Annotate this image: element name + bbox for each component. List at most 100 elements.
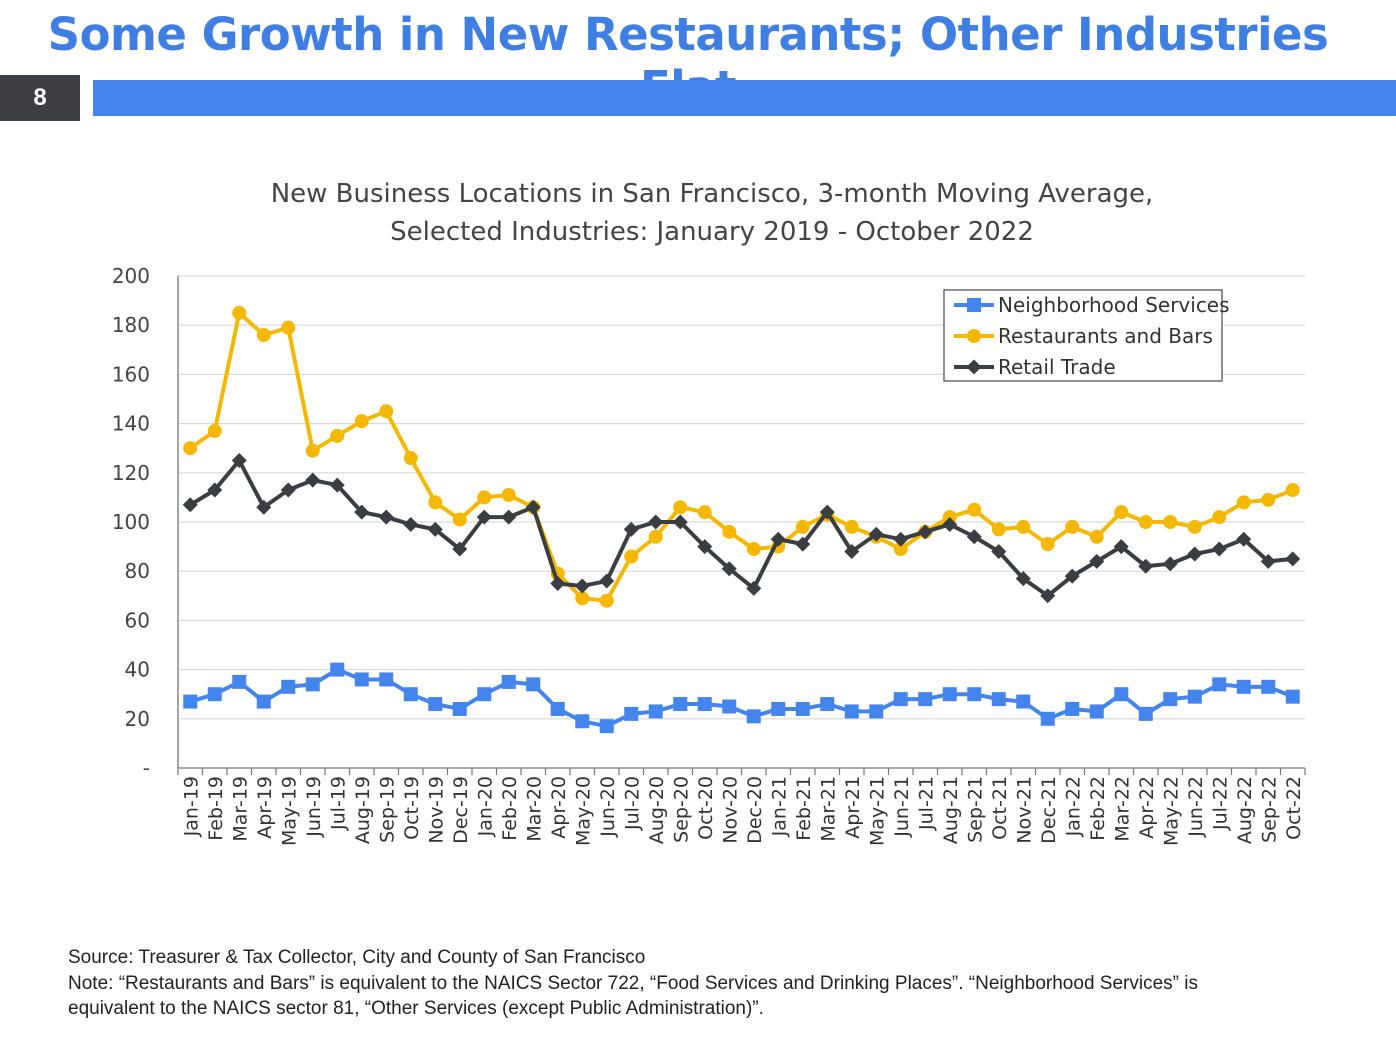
data-point bbox=[1212, 677, 1227, 692]
data-point bbox=[452, 512, 467, 527]
data-point bbox=[1040, 537, 1055, 552]
legend-label: Retail Trade bbox=[998, 355, 1116, 379]
data-point bbox=[966, 529, 982, 545]
data-point bbox=[550, 576, 566, 591]
data-point bbox=[599, 573, 615, 589]
y-tick-label: 60 bbox=[125, 608, 150, 632]
data-point bbox=[770, 531, 786, 547]
x-tick-label: Oct-22 bbox=[1283, 776, 1305, 840]
data-point bbox=[1016, 694, 1031, 709]
data-point bbox=[1138, 558, 1154, 574]
note-text-line-2: equivalent to the NAICS sector 81, “Othe… bbox=[68, 998, 764, 1019]
data-point bbox=[1236, 495, 1251, 510]
data-point bbox=[281, 679, 296, 694]
x-tick-label: Feb-22 bbox=[1087, 776, 1109, 841]
data-point bbox=[476, 509, 492, 525]
series-line bbox=[189, 458, 1293, 598]
data-point bbox=[256, 499, 272, 515]
data-point bbox=[1260, 553, 1276, 569]
data-point bbox=[1285, 689, 1300, 704]
x-tick-label: Jun-20 bbox=[597, 776, 619, 838]
data-point bbox=[967, 687, 982, 702]
data-point bbox=[746, 542, 761, 557]
data-point bbox=[256, 328, 271, 343]
data-point bbox=[1187, 519, 1202, 534]
series-neighborhood-services bbox=[183, 662, 1300, 734]
y-tick-label: 180 bbox=[112, 313, 150, 337]
data-point bbox=[379, 404, 394, 419]
x-tick-label: May-21 bbox=[866, 776, 888, 846]
data-point bbox=[673, 697, 688, 712]
data-point bbox=[820, 697, 835, 712]
data-point bbox=[795, 519, 810, 534]
data-point bbox=[942, 687, 957, 702]
title-accent-bar bbox=[93, 80, 1396, 116]
data-point bbox=[305, 677, 320, 692]
x-tick-label: Jun-19 bbox=[303, 776, 325, 838]
x-tick-label: Aug-20 bbox=[646, 776, 668, 844]
footer-notes: Source: Treasurer & Tax Collector, City … bbox=[68, 945, 1348, 1022]
data-point bbox=[1236, 679, 1251, 694]
data-point bbox=[428, 495, 443, 510]
data-point bbox=[379, 672, 394, 687]
data-point bbox=[722, 699, 737, 714]
data-point bbox=[697, 697, 712, 712]
x-tick-label: Dec-21 bbox=[1038, 776, 1060, 844]
data-point bbox=[648, 514, 664, 530]
data-point bbox=[1089, 553, 1105, 569]
data-point bbox=[868, 526, 884, 542]
line-chart: New Business Locations in San Francisco,… bbox=[112, 179, 1306, 846]
x-tick-label: Jul-19 bbox=[327, 776, 349, 831]
legend-marker bbox=[967, 298, 981, 312]
x-tick-label: Aug-22 bbox=[1234, 776, 1256, 844]
x-tick-label: Aug-21 bbox=[940, 776, 962, 844]
data-point bbox=[452, 541, 468, 557]
data-point bbox=[918, 692, 933, 707]
chart-title-line-1: New Business Locations in San Francisco,… bbox=[271, 179, 1154, 209]
data-point bbox=[1113, 539, 1129, 555]
data-point bbox=[1040, 711, 1055, 726]
x-tick-label: Mar-19 bbox=[229, 776, 251, 842]
chart-title-line-2: Selected Industries: January 2019 - Octo… bbox=[390, 217, 1034, 247]
data-point bbox=[1040, 588, 1056, 604]
data-point bbox=[403, 451, 418, 466]
x-tick-label: Mar-20 bbox=[523, 776, 545, 842]
data-point bbox=[917, 524, 933, 540]
data-point bbox=[1065, 701, 1080, 716]
x-tick-label: Apr-21 bbox=[842, 776, 864, 839]
x-tick-label: Sep-20 bbox=[670, 776, 692, 843]
data-point bbox=[1163, 515, 1178, 529]
y-tick-label: 40 bbox=[125, 658, 150, 682]
data-point bbox=[771, 701, 786, 716]
data-point bbox=[1065, 519, 1080, 534]
x-tick-label: Mar-22 bbox=[1111, 776, 1133, 842]
data-point bbox=[1261, 492, 1276, 507]
data-point bbox=[1163, 692, 1178, 707]
series-line bbox=[189, 310, 1294, 603]
data-point bbox=[183, 441, 198, 456]
data-point bbox=[207, 482, 223, 498]
data-point bbox=[624, 706, 639, 721]
x-tick-label: Jan-20 bbox=[474, 776, 496, 837]
data-point bbox=[893, 692, 908, 707]
data-point bbox=[672, 514, 688, 530]
data-point bbox=[1114, 687, 1129, 702]
data-point bbox=[623, 521, 639, 537]
x-tick-label: Jun-22 bbox=[1185, 776, 1207, 838]
data-point bbox=[232, 674, 247, 689]
data-point bbox=[256, 694, 271, 709]
data-point bbox=[1285, 551, 1301, 567]
data-point bbox=[942, 516, 958, 532]
data-point bbox=[477, 687, 492, 702]
x-tick-label: May-22 bbox=[1160, 776, 1182, 846]
x-tick-label: Jul-20 bbox=[621, 776, 643, 831]
data-point bbox=[893, 531, 909, 547]
data-point bbox=[477, 490, 492, 505]
data-point bbox=[280, 482, 296, 498]
data-point bbox=[991, 692, 1006, 707]
data-point bbox=[1114, 505, 1129, 520]
data-point bbox=[354, 414, 369, 429]
x-tick-label: Sep-21 bbox=[964, 776, 986, 843]
x-tick-label: Nov-20 bbox=[719, 776, 741, 844]
